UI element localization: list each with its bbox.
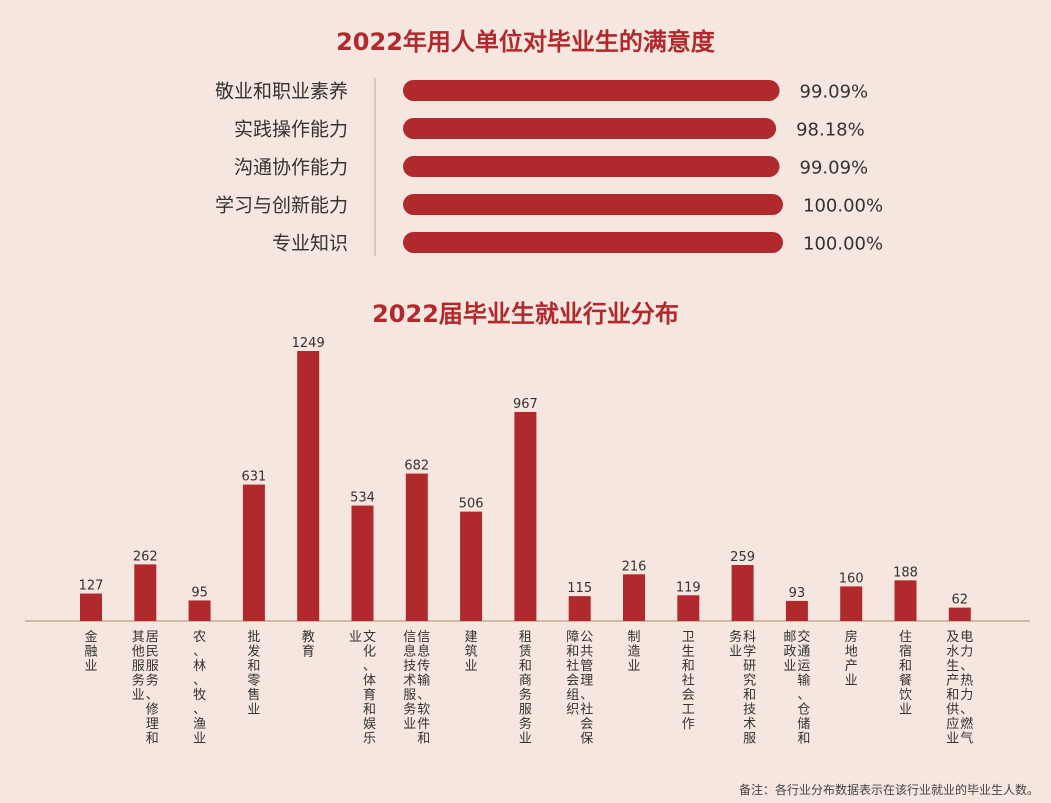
industry-value-label: 115 [567,581,592,596]
industry-bar [514,411,537,621]
industry-bar [405,473,428,621]
industry-value-label: 127 [79,579,104,594]
industry-category-label: 居民服务、修理和其他服务业 [132,630,159,747]
industry-value-label: 262 [133,549,158,564]
industry-value-label: 119 [676,580,701,595]
satisfaction-bar [403,156,780,177]
industry-bar [894,580,917,621]
satisfaction-bar [403,232,783,253]
industry-category-label: 租赁和商务服务业 [519,630,532,747]
satisfaction-value-label: 100.00% [803,234,883,255]
industry-value-label: 216 [622,559,647,574]
industry-bar [785,600,808,621]
industry-chart: 127 金融业 262 居民服务、修理和其他服务业 95 农、林、牧、渔业 631 批发和零售… [25,336,1030,747]
industry-value-label: 682 [404,459,429,474]
industry-chart-title: 2022届毕业生就业行业分布 [372,300,679,328]
industry-category-label: 农、林、牧、渔业 [193,630,206,747]
industry-bar [351,505,374,621]
industry-value-label: 631 [241,470,266,485]
industry-category-label: 公共管理、社会保障和社会组织 [566,630,593,747]
industry-bar [568,596,591,621]
industry-bar [80,593,102,621]
footnote: 备注：各行业分布数据表示在该行业就业的毕业生人数。 [738,783,1039,797]
industry-value-label: 967 [513,397,538,412]
industry-value-label: 534 [350,491,375,506]
industry-value-label: 160 [839,571,864,586]
industry-bar [948,607,971,621]
industry-bar [297,351,320,621]
satisfaction-category-label: 学习与创新能力 [215,195,348,217]
satisfaction-category-label: 专业知识 [272,233,348,255]
industry-category-label: 住宿和餐饮业 [899,630,912,718]
industry-value-label: 506 [459,497,484,512]
industry-category-label: 卫生和社会工作 [682,630,695,732]
industry-value-label: 93 [789,586,806,601]
satisfaction-value-label: 99.09% [800,82,869,103]
satisfaction-chart-title: 2022年用人单位对毕业生的满意度 [336,28,715,56]
industry-category-label: 文化、体育和娱乐业 [349,630,376,747]
industry-bar [677,595,700,621]
satisfaction-chart: 敬业和职业素养 99.09% 实践操作能力 98.18% 沟通协作能力 99.09% 学习与… [215,78,883,256]
industry-bar [731,565,754,621]
industry-value-label: 188 [893,565,918,580]
industry-category-label: 科学研究和技术服务业 [729,629,756,747]
industry-category-label: 交通运输、仓储和邮政业 [783,629,810,747]
satisfaction-value-label: 99.09% [800,158,869,179]
industry-category-label: 房地产业 [845,629,858,689]
industry-bar [134,564,157,621]
industry-category-label: 金融业 [84,629,97,674]
industry-category-label: 制造业 [627,630,640,674]
satisfaction-bar [403,118,777,139]
industry-category-label: 教育 [302,629,315,660]
industry-value-label: 259 [730,550,755,565]
industry-category-label: 电力、热力、燃气及水生产和供应业 [946,630,973,747]
industry-bar [460,511,483,621]
industry-category-label: 批发和零售业 [247,630,260,718]
satisfaction-value-label: 98.18% [796,120,865,141]
satisfaction-category-label: 实践操作能力 [234,119,348,141]
industry-value-label: 62 [952,593,969,608]
satisfaction-category-label: 敬业和职业素养 [215,81,348,103]
industry-value-label: 1249 [292,336,325,351]
industry-category-label: 信息传输、软件和信息技术服务业 [403,630,430,747]
industry-value-label: 95 [191,585,208,600]
satisfaction-category-label: 沟通协作能力 [234,157,348,179]
industry-category-label: 建筑业 [465,630,478,674]
satisfaction-value-label: 100.00% [803,196,883,217]
industry-bar [188,600,211,621]
industry-bar [840,586,863,621]
satisfaction-bar [403,194,783,215]
industry-bar [623,574,645,621]
satisfaction-bar [403,80,780,101]
industry-bar [242,484,265,621]
